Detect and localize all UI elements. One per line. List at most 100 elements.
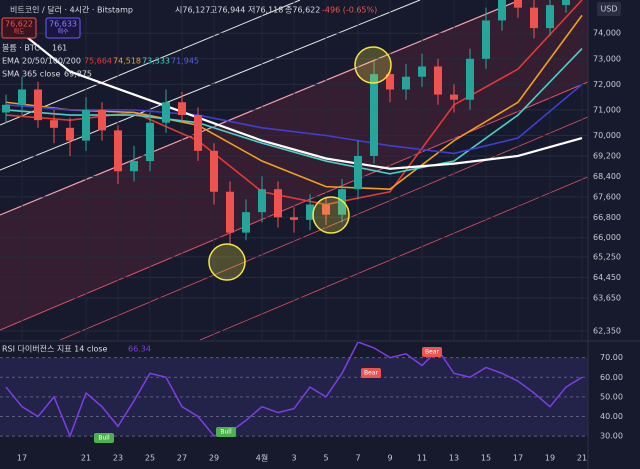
y-tick-label: 50.00: [600, 392, 623, 401]
candle-body: [146, 122, 154, 162]
sell-button[interactable]: [1, 17, 37, 39]
sell-label[interactable]: 매도: [13, 28, 25, 36]
y-tick-label: 30.00: [600, 432, 623, 441]
ohlc: 시76,127: [175, 6, 210, 15]
x-tick-label: 15: [481, 454, 491, 463]
candle-body: [50, 120, 58, 128]
y-tick-label: 71,000: [593, 105, 621, 114]
x-tick-label: 5: [323, 454, 328, 463]
y-tick-label: 70,000: [593, 131, 621, 140]
highlight-circle: [208, 243, 246, 281]
candle-body: [82, 109, 90, 141]
sma-value: 69,875: [64, 70, 92, 79]
highlights: [208, 46, 392, 281]
y-tick-label: 66,000: [593, 233, 621, 242]
y-tick-label: 66,800: [593, 213, 621, 222]
x-tick-label: 11: [417, 454, 427, 463]
symbol: 비트코인 / 달러 · 4시간 · Bitstamp: [10, 5, 133, 15]
buy-price[interactable]: 76,633: [49, 20, 77, 29]
candle-body: [66, 127, 74, 141]
channel-line: [199, 176, 588, 340]
candle-body: [370, 74, 378, 156]
candle-body: [530, 7, 538, 29]
candle-body: [162, 102, 170, 123]
x-tick-label: 21: [81, 454, 91, 463]
y-tick-label: 73,000: [593, 54, 621, 63]
x-tick-label: 17: [17, 454, 27, 463]
x-tick-label: 7: [355, 454, 360, 463]
x-tick-label: 23: [113, 454, 123, 463]
moving-average: [5, 19, 583, 170]
x-tick-label: 25: [145, 454, 155, 463]
rsi-label: RSI 다이버전스 지표 14 close: [2, 344, 108, 354]
y-tick-label: 72,000: [593, 80, 621, 89]
y-tick-label: 64,450: [593, 273, 621, 282]
signal-badge: [94, 433, 114, 443]
x-tick-label: 9: [387, 454, 392, 463]
channel-line: [0, 81, 588, 331]
candle-body: [322, 204, 330, 215]
buy-label[interactable]: 매수: [57, 28, 69, 36]
signal-badge: [422, 347, 442, 357]
candle-body: [98, 109, 106, 131]
header: 비트코인 / 달러 · 4시간 · Bitstamp 시76,127 고76,9…: [1, 2, 621, 354]
ohlc: 저76,118: [248, 6, 283, 15]
candle-body: [114, 130, 122, 172]
candle-body: [386, 74, 394, 90]
candle-body: [354, 155, 362, 190]
currency[interactable]: USD: [600, 5, 617, 14]
y-tick-label: 60.00: [600, 373, 623, 382]
candle-body: [498, 0, 506, 21]
highlight-circle: [312, 196, 350, 234]
y-tick-label: 68,400: [593, 172, 621, 181]
x-tick-label: 21: [577, 454, 587, 463]
ema-value: 73,333: [142, 57, 170, 66]
candle-body: [306, 204, 314, 220]
x-tick-label: 29: [209, 454, 219, 463]
ohlc: 고76,944: [210, 6, 245, 15]
candle-body: [482, 20, 490, 59]
ohlc: 종76,622: [285, 6, 320, 15]
sma-label: SMA 365 close: [2, 70, 60, 79]
volume-value: 161: [52, 44, 67, 53]
candle-body: [562, 0, 570, 6]
signal-badge: [361, 368, 381, 378]
candle-body: [466, 58, 474, 100]
sell-price[interactable]: 76,622: [5, 20, 33, 29]
candle-body: [434, 66, 442, 95]
signal-label: Bull: [98, 435, 110, 442]
candle-body: [290, 217, 298, 220]
volume-label: 볼륨 · BTC: [2, 43, 40, 53]
candle-body: [226, 191, 234, 233]
y-tick-label: 69,200: [593, 151, 621, 160]
signal-badge: [216, 427, 236, 437]
candle-body: [242, 212, 250, 233]
signal-label: Bear: [425, 349, 439, 356]
candle-body: [514, 0, 522, 8]
x-tick-label: 17: [513, 454, 523, 463]
y-tick-label: 63,650: [593, 293, 621, 302]
rsi-line: [5, 342, 583, 439]
buy-button[interactable]: [45, 17, 81, 39]
ema-value: 74,518: [113, 57, 141, 66]
candle-body: [402, 76, 410, 90]
rsi-value: 66.34: [128, 345, 151, 354]
candle-body: [194, 115, 202, 151]
candle-body: [130, 161, 138, 172]
currency-button[interactable]: [597, 2, 621, 16]
x-tick-label: 3: [291, 454, 296, 463]
candle-body: [18, 89, 26, 105]
ema-label: EMA 20/50/100/200: [2, 57, 81, 66]
x-tick-label: 4월: [256, 453, 268, 463]
y-tick-label: 62,350: [593, 327, 621, 336]
y-tick-label: 40.00: [600, 412, 623, 421]
candle-body: [1, 104, 10, 113]
y-tick-label: 65,250: [593, 252, 621, 261]
candle-body: [450, 94, 458, 100]
channel-line: [0, 0, 521, 216]
candle-body: [258, 189, 266, 213]
candle-body: [210, 150, 218, 192]
candle-body: [274, 189, 282, 218]
ema-value: 75,664: [84, 57, 112, 66]
